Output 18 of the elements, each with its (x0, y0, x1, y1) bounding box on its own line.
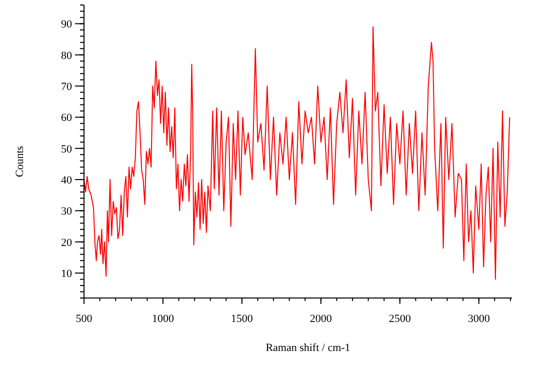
y-tick-label: 50 (61, 143, 72, 156)
x-axis-title: Raman shift / cm-1 (266, 342, 350, 354)
y-tick-label: 20 (61, 236, 72, 249)
y-tick-label: 70 (61, 81, 72, 94)
y-tick-label: 60 (61, 112, 72, 124)
y-tick-label: 80 (61, 50, 72, 62)
x-tick-label: 1500 (230, 313, 254, 325)
x-tick-label: 2000 (310, 313, 332, 325)
y-tick-label: 90 (61, 18, 72, 31)
x-tick-label: 2500 (388, 313, 412, 325)
y-tick-label: 10 (61, 268, 72, 280)
y-tick-label: 40 (61, 174, 72, 187)
line-series (84, 26, 510, 280)
y-axis-title: Counts (14, 146, 26, 178)
x-tick-label: 1000 (152, 313, 174, 325)
x-tick-label: 500 (76, 313, 93, 325)
x-tick-label: 3000 (468, 313, 490, 325)
y-tick-label: 30 (61, 206, 72, 218)
